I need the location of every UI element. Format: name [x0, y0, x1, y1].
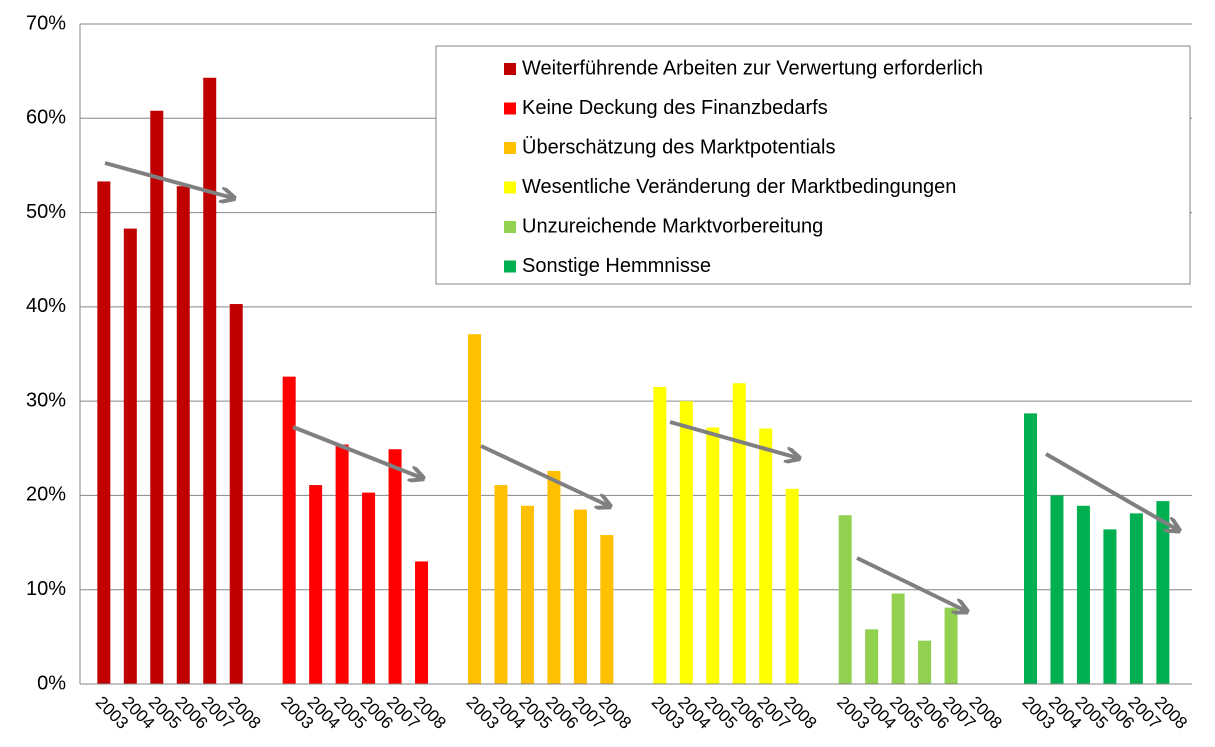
bar: [891, 593, 905, 684]
bar: [547, 470, 561, 684]
legend-label: Keine Deckung des Finanzbedarfs: [522, 97, 828, 119]
bar: [573, 509, 587, 684]
bar: [838, 515, 852, 684]
plot: 0%10%20%30%40%50%60%70%20032004200520062…: [26, 12, 1192, 733]
legend-label: Überschätzung des Marktpotentials: [522, 136, 836, 158]
y-tick-label: 0%: [37, 672, 66, 694]
bar: [176, 186, 190, 684]
bar: [520, 505, 534, 684]
bar: [653, 387, 667, 684]
bar: [1103, 529, 1117, 684]
bar: [918, 640, 932, 684]
trend-arrow: [1045, 452, 1178, 530]
bar: [203, 77, 217, 684]
y-tick-label: 20%: [26, 484, 66, 506]
bar: [1129, 513, 1143, 684]
y-tick-label: 70%: [26, 12, 66, 34]
bar: [679, 401, 693, 684]
legend-label: Weiterführende Arbeiten zur Verwertung e…: [522, 57, 983, 79]
legend-swatch: [504, 63, 516, 75]
bar: [388, 449, 402, 684]
legend-swatch: [504, 181, 516, 194]
bar: [1023, 413, 1037, 684]
bar: [150, 110, 164, 684]
legend-swatch: [504, 221, 516, 233]
y-tick-label: 60%: [26, 107, 66, 129]
bar: [944, 607, 958, 684]
legend-label: Wesentliche Veränderung der Marktbedingu…: [522, 176, 956, 198]
bar: [494, 485, 508, 684]
bar: [467, 334, 481, 684]
bar: [1050, 495, 1064, 684]
legend-swatch: [504, 102, 516, 115]
bar: [335, 444, 349, 684]
y-tick-label: 40%: [26, 295, 66, 317]
bar: [600, 535, 614, 684]
trend-arrow: [669, 420, 798, 458]
bar: [415, 561, 429, 684]
trend-arrow: [292, 425, 422, 478]
y-tick-label: 50%: [26, 201, 66, 223]
y-tick-label: 10%: [26, 578, 66, 600]
bar: [282, 376, 296, 684]
bar: [123, 228, 137, 684]
bar: [732, 383, 746, 684]
legend-swatch: [504, 142, 516, 154]
legend: Weiterführende Arbeiten zur Verwertung e…: [435, 45, 1191, 285]
trend-arrow: [480, 444, 609, 506]
bar: [362, 492, 376, 684]
bar: [1076, 505, 1090, 684]
bar: [706, 427, 720, 684]
trend-arrow: [856, 556, 966, 611]
legend-box: [435, 45, 1191, 285]
legend-label: Unzureichende Marktvorbereitung: [522, 215, 823, 237]
legend-swatch: [504, 260, 516, 273]
bar: [1156, 501, 1170, 684]
bar: [865, 629, 879, 684]
bar: [785, 488, 799, 684]
bar: [229, 304, 243, 684]
trend-arrow: [104, 161, 233, 198]
bar: [759, 428, 773, 684]
trend-arrows: [104, 161, 1178, 611]
bar: [97, 181, 111, 684]
y-tick-label: 30%: [26, 389, 66, 411]
bar: [309, 485, 323, 684]
legend-label: Sonstige Hemmnisse: [522, 255, 711, 277]
